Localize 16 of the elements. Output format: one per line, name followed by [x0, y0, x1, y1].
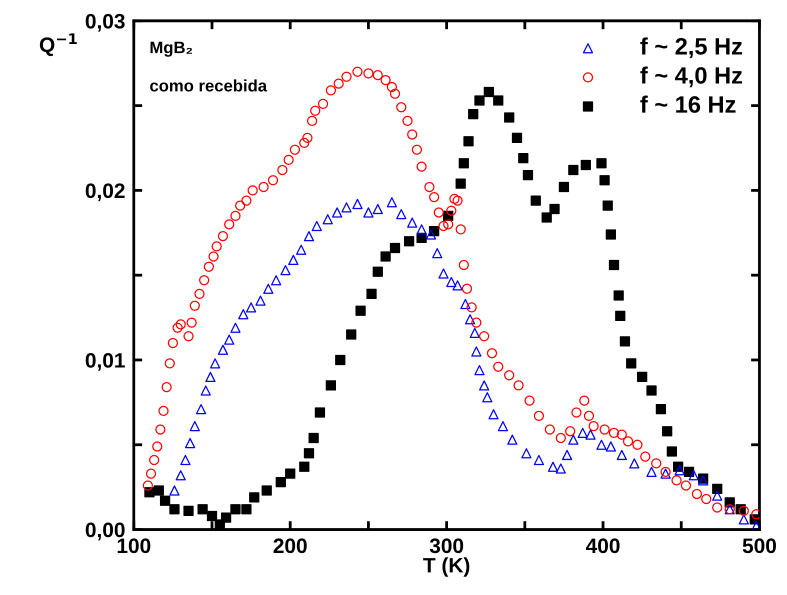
x-tick-label: 400 [586, 538, 620, 554]
legend-label: f ~ 16 Hz [640, 96, 736, 113]
x-tick-label: 500 [742, 538, 776, 554]
x-axis-title: T (K) [423, 557, 470, 577]
y-tick-label: 0,02 [86, 183, 125, 202]
y-tick-label: 0,03 [86, 14, 125, 32]
annotation: como recebida [150, 79, 268, 92]
legend-label: f ~ 4,0 Hz [640, 66, 742, 88]
annotation: MgB₂ [150, 42, 192, 57]
y-tick-label: 0,01 [86, 352, 125, 371]
x-tick-label: 200 [274, 538, 307, 554]
legend-label: f ~ 2,5 Hz [640, 37, 742, 58]
y-tick-label: 0,00 [86, 522, 125, 540]
y-axis-title: Q$^{−1}$ [40, 33, 77, 56]
x-tick-label: 100 [118, 538, 150, 554]
x-tick-label: 300 [430, 538, 464, 554]
